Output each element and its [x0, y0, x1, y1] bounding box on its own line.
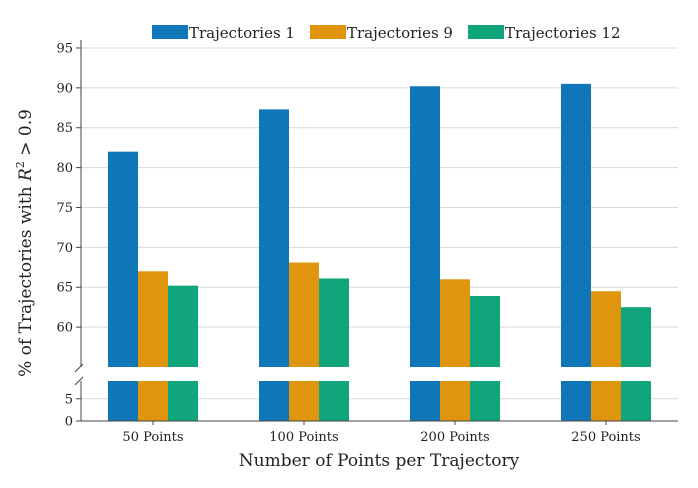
y-axis-title-prefix: % of Trajectories with	[16, 181, 36, 377]
y-axis-title-sup: 2	[14, 161, 27, 168]
y-tick-label: 60	[56, 321, 73, 336]
bar	[621, 307, 651, 367]
bars	[108, 83, 651, 421]
legend-label: Trajectories 12	[505, 24, 621, 42]
bar	[410, 86, 440, 367]
bar-lower-segment	[108, 381, 138, 421]
legend-swatch	[310, 25, 346, 39]
y-tick-label: 85	[56, 121, 73, 136]
bar	[440, 279, 470, 367]
x-tick-labels: 50 Points 100 Points 200 Points 250 Points	[122, 430, 640, 445]
legend-swatch	[468, 25, 504, 39]
bar-lower-segment	[470, 381, 500, 421]
bar-lower-segment	[591, 381, 621, 421]
y-tick-label: 90	[56, 81, 73, 96]
axis-break-mark	[74, 363, 84, 373]
bar	[561, 83, 591, 368]
bar-lower-segment	[168, 381, 198, 421]
y-tick-label: 0	[65, 415, 73, 430]
y-tick-label: 5	[65, 392, 73, 407]
bar-lower-segment	[621, 381, 651, 421]
x-tick-label: 250 Points	[571, 430, 640, 445]
bar	[319, 278, 349, 367]
y-tick-label: 70	[56, 241, 73, 256]
bar	[138, 271, 168, 367]
axis-break-mark	[74, 376, 84, 386]
bar-lower-segment	[138, 381, 168, 421]
bar-lower-segment	[561, 381, 591, 421]
bar	[591, 291, 621, 367]
y-axis-title-suffix: > 0.9	[16, 109, 36, 161]
bar	[470, 296, 500, 367]
y-tick-labels: 60 65 70 75 80 85 90 95 0 5	[56, 41, 73, 429]
bar-lower-segment	[259, 381, 289, 421]
y-axis-title-var: R	[16, 168, 36, 182]
legend-label: Trajectories 1	[189, 24, 295, 42]
axes	[74, 40, 678, 425]
y-tick-label: 95	[56, 41, 73, 56]
legend-label: Trajectories 9	[347, 24, 453, 42]
y-tick-label: 75	[56, 201, 73, 216]
bar-lower-segment	[410, 381, 440, 421]
bar-lower-segment	[289, 381, 319, 421]
y-tick-label: 65	[56, 281, 73, 296]
y-tick-label: 80	[56, 161, 73, 176]
bar	[108, 151, 138, 367]
x-tick-label: 200 Points	[420, 430, 489, 445]
bar-lower-segment	[319, 381, 349, 421]
bar	[168, 285, 198, 367]
bar-lower-segment	[440, 381, 470, 421]
legend-swatch	[152, 25, 188, 39]
y-axis-title: % of Trajectories with R2 > 0.9	[14, 109, 36, 377]
bar	[259, 109, 289, 367]
x-tick-label: 100 Points	[269, 430, 338, 445]
legend: Trajectories 1 Trajectories 9 Trajectories…	[152, 24, 621, 42]
x-tick-label: 50 Points	[122, 430, 183, 445]
x-axis-title: Number of Points per Trajectory	[239, 451, 520, 471]
bar	[289, 262, 319, 367]
